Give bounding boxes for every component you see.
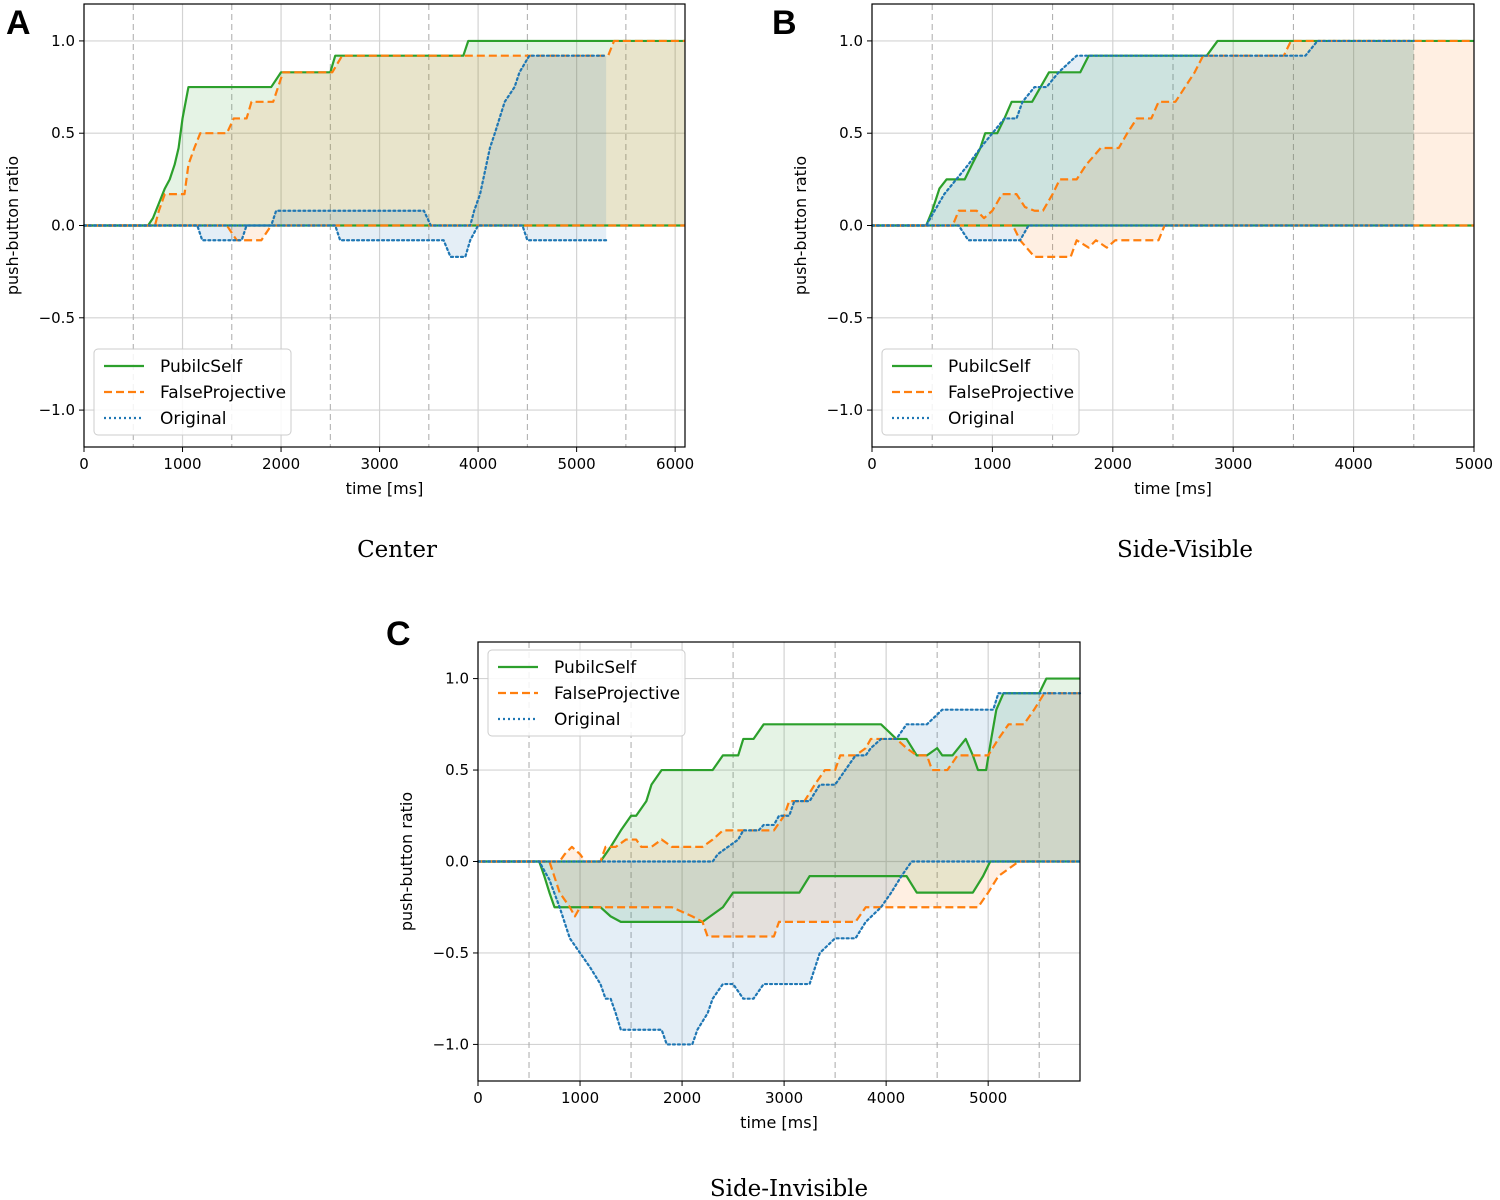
- x-axis-label: time [ms]: [346, 479, 424, 498]
- legend-label: Original: [948, 409, 1015, 429]
- y-tick-label: 1.0: [445, 670, 469, 688]
- series-band-pubilcself: [872, 40, 1474, 226]
- series-line-original-lower: [476, 860, 1082, 1046]
- panel-letter: B: [772, 4, 797, 42]
- x-axis-label: time [ms]: [1134, 479, 1212, 498]
- x-tick-label: 4000: [459, 455, 497, 473]
- y-tick-label: −0.5: [433, 944, 469, 962]
- panel-letter: A: [6, 4, 31, 42]
- legend-box: [881, 348, 1080, 436]
- x-tick-label: 3000: [765, 1089, 803, 1107]
- y-tick-label: 1.0: [839, 32, 863, 50]
- series-band-falseprojective: [478, 693, 1080, 937]
- legend-label: Original: [554, 710, 621, 730]
- x-tick-label: 5000: [969, 1089, 1007, 1107]
- y-tick-label: 0.0: [51, 217, 75, 235]
- y-axis-label: push-button ratio: [397, 792, 416, 931]
- y-tick-label: 0.5: [445, 761, 469, 779]
- legend-label: FalseProjective: [554, 684, 680, 704]
- series-line-falseprojective-lower: [478, 860, 1080, 938]
- x-axis-label: time [ms]: [740, 1113, 818, 1132]
- y-tick-label: −0.5: [827, 309, 863, 327]
- series-line-pubilcself-upper: [872, 39, 1474, 227]
- x-tick-label: 2000: [663, 1089, 701, 1107]
- y-tick-label: −0.5: [39, 309, 75, 327]
- x-tick-label: 4000: [1335, 455, 1373, 473]
- legend-box: [487, 649, 686, 737]
- panel-caption: Center: [357, 537, 437, 563]
- series-line-original-upper: [870, 39, 1415, 227]
- series-band-falseprojective: [84, 40, 685, 241]
- y-tick-label: −1.0: [39, 401, 75, 419]
- legend-label: FalseProjective: [948, 383, 1074, 403]
- x-tick-label: 5000: [558, 455, 596, 473]
- series-line-pubilcself-lower: [478, 860, 1080, 923]
- series-band-falseprojective: [872, 40, 1474, 257]
- series-line-falseprojective-upper: [872, 39, 1474, 227]
- legend-label: FalseProjective: [160, 383, 286, 403]
- panel-a-center: 0 1000 2000 3000 4000 5000 6000 1.0 0.5 0.0 −0.5 −1…: [3, 3, 694, 563]
- panel-letter: C: [386, 615, 411, 653]
- series-line-falseprojective-upper: [478, 692, 1080, 863]
- x-tick-label: 0: [473, 1089, 483, 1107]
- series-line-original-lower: [82, 224, 608, 258]
- series-line-falseprojective-lower: [84, 224, 685, 242]
- x-tick-label: 1000: [561, 1089, 599, 1107]
- series-band-original: [872, 40, 1414, 241]
- y-axis-label: push-button ratio: [3, 156, 22, 295]
- x-tick-label: 6000: [656, 455, 694, 473]
- series-line-original-lower: [870, 224, 1415, 242]
- x-tick-label: 3000: [1214, 455, 1252, 473]
- x-tick-label: 1000: [163, 455, 201, 473]
- y-tick-label: 1.0: [51, 32, 75, 50]
- legend-label: PubilcSelf: [948, 357, 1031, 377]
- series-line-pubilcself-upper: [84, 39, 685, 227]
- legend-label: Original: [160, 409, 227, 429]
- series-line-falseprojective-upper: [84, 39, 685, 227]
- x-tick-label: 2000: [262, 455, 300, 473]
- y-tick-label: −1.0: [433, 1035, 469, 1053]
- x-tick-label: 4000: [867, 1089, 905, 1107]
- y-axis-label: push-button ratio: [791, 156, 810, 295]
- legend-label: PubilcSelf: [554, 658, 637, 678]
- x-tick-label: 3000: [360, 455, 398, 473]
- legend-box: [93, 348, 292, 436]
- x-tick-label: 5000: [1455, 455, 1493, 473]
- y-tick-label: 0.0: [839, 217, 863, 235]
- y-tick-label: 0.5: [839, 124, 863, 142]
- y-tick-label: −1.0: [827, 401, 863, 419]
- series-line-original-upper: [82, 54, 608, 227]
- x-tick-label: 0: [79, 455, 89, 473]
- y-tick-label: 0.0: [445, 853, 469, 871]
- y-tick-label: 0.5: [51, 124, 75, 142]
- series-band-original: [84, 55, 607, 257]
- x-tick-label: 1000: [973, 455, 1011, 473]
- panel-caption: Side-Invisible: [710, 1176, 868, 1200]
- x-tick-label: 2000: [1094, 455, 1132, 473]
- panel-b-side-visible: 0 1000 2000 3000 4000 5000 1.0 0.5 0.0 −0.5 −1.0 ti…: [772, 3, 1493, 563]
- panel-c-side-invisible: 0 1000 2000 3000 4000 5000 1.0 0.5 0.0 −0.5 −1.0 ti…: [386, 615, 1082, 1200]
- series-band-original: [478, 693, 1080, 1045]
- panel-caption: Side-Visible: [1117, 537, 1253, 563]
- series-line-original-upper: [476, 692, 1082, 863]
- x-tick-label: 0: [867, 455, 877, 473]
- legend-label: PubilcSelf: [160, 357, 243, 377]
